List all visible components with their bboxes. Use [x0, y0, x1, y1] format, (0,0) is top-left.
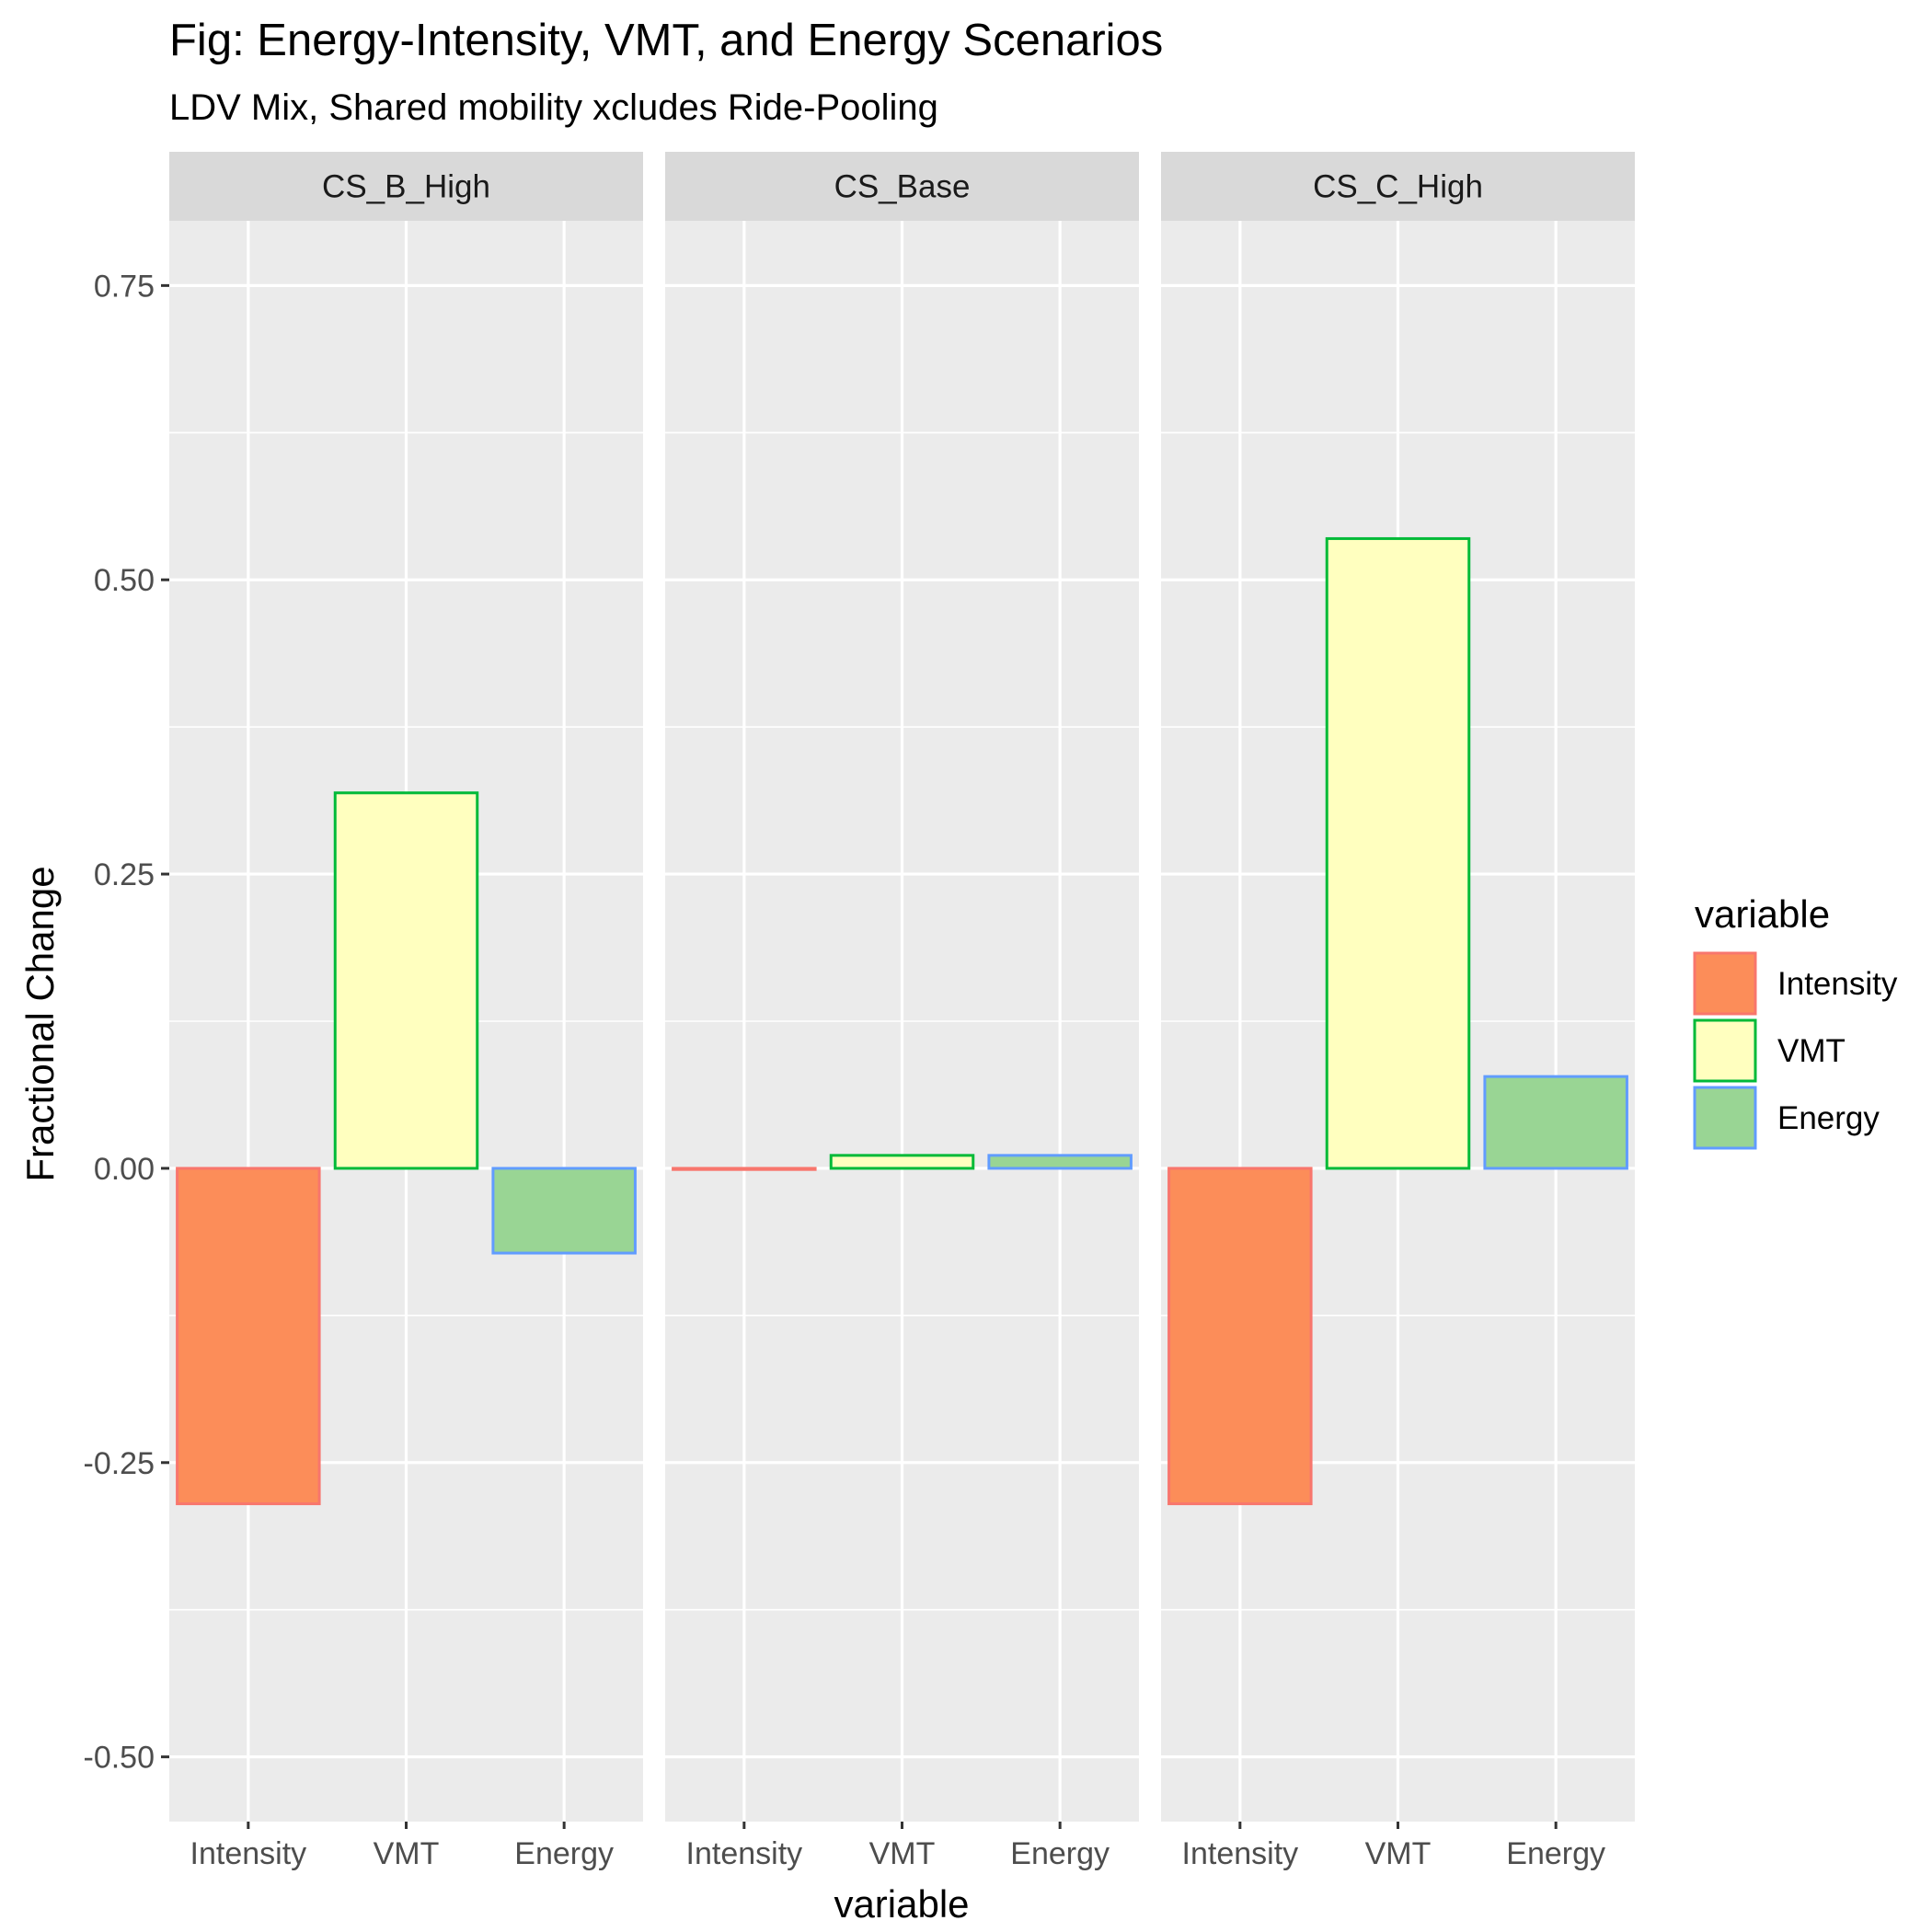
legend-label-energy: Energy [1777, 1100, 1880, 1136]
facet-panel-cs-b-high: CS_B_High Intensity VMT Energy [169, 152, 643, 1871]
facet-panel-cs-base: CS_Base Intensity VMT Energy [665, 152, 1139, 1871]
x-tick-label: Energy [1010, 1836, 1110, 1871]
facet-panel-cs-c-high: CS_C_High Intensity VMT Energy [1161, 152, 1635, 1871]
legend-key-energy [1693, 1086, 1757, 1150]
y-tick-label: -0.50 [84, 1741, 155, 1776]
x-tick-label: Intensity [686, 1836, 803, 1871]
y-tick-label: -0.25 [84, 1446, 155, 1481]
bar-intensity [176, 1167, 321, 1506]
y-tick-label: 0.75 [94, 269, 155, 304]
legend-label-intensity: Intensity [1777, 966, 1898, 1002]
x-tick-label: VMT [374, 1836, 440, 1871]
x-axis-title: variable [834, 1882, 969, 1926]
legend: variable Intensity VMT Energy [1693, 892, 1898, 1150]
x-tick-label: Intensity [1182, 1836, 1299, 1871]
x-tick-label: Energy [1506, 1836, 1605, 1871]
y-axis: -0.50 -0.25 0.00 0.25 0.50 0.75 [84, 269, 169, 1776]
legend-label-vmt: VMT [1777, 1033, 1846, 1069]
x-tick-label: Intensity [190, 1836, 307, 1871]
bar-energy [987, 1154, 1133, 1170]
facet-strip [665, 152, 1139, 221]
bar-vmt [829, 1154, 975, 1170]
facet-panels: CS_B_High Intensity VMT Energy CS_Base Intens… [169, 152, 1635, 1871]
facet-strip-label: CS_Base [834, 169, 971, 205]
y-tick-label: 0.00 [94, 1152, 155, 1187]
chart-subtitle: LDV Mix, Shared mobility xcludes Ride-Po… [169, 87, 938, 128]
bar-intensity [672, 1167, 817, 1171]
bar-intensity [1167, 1167, 1313, 1506]
facet-strip [169, 152, 643, 221]
chart-title: Fig: Energy-Intensity, VMT, and Energy S… [169, 16, 1163, 65]
legend-key-vmt [1693, 1018, 1757, 1083]
bar-energy [1483, 1075, 1628, 1170]
y-axis-title: Fractional Change [18, 866, 62, 1181]
x-tick-label: VMT [1365, 1836, 1432, 1871]
y-tick-label: 0.25 [94, 857, 155, 892]
facet-strip-label: CS_C_High [1313, 169, 1483, 205]
x-tick-label: Energy [514, 1836, 614, 1871]
facet-strip [1161, 152, 1635, 221]
legend-title: variable [1695, 892, 1830, 936]
facet-strip-label: CS_B_High [322, 169, 490, 205]
legend-key-intensity [1693, 951, 1757, 1016]
bar-vmt [333, 791, 479, 1170]
bar-vmt [1325, 536, 1471, 1170]
x-tick-label: VMT [869, 1836, 936, 1871]
bar-energy [491, 1167, 637, 1255]
y-tick-label: 0.50 [94, 563, 155, 598]
